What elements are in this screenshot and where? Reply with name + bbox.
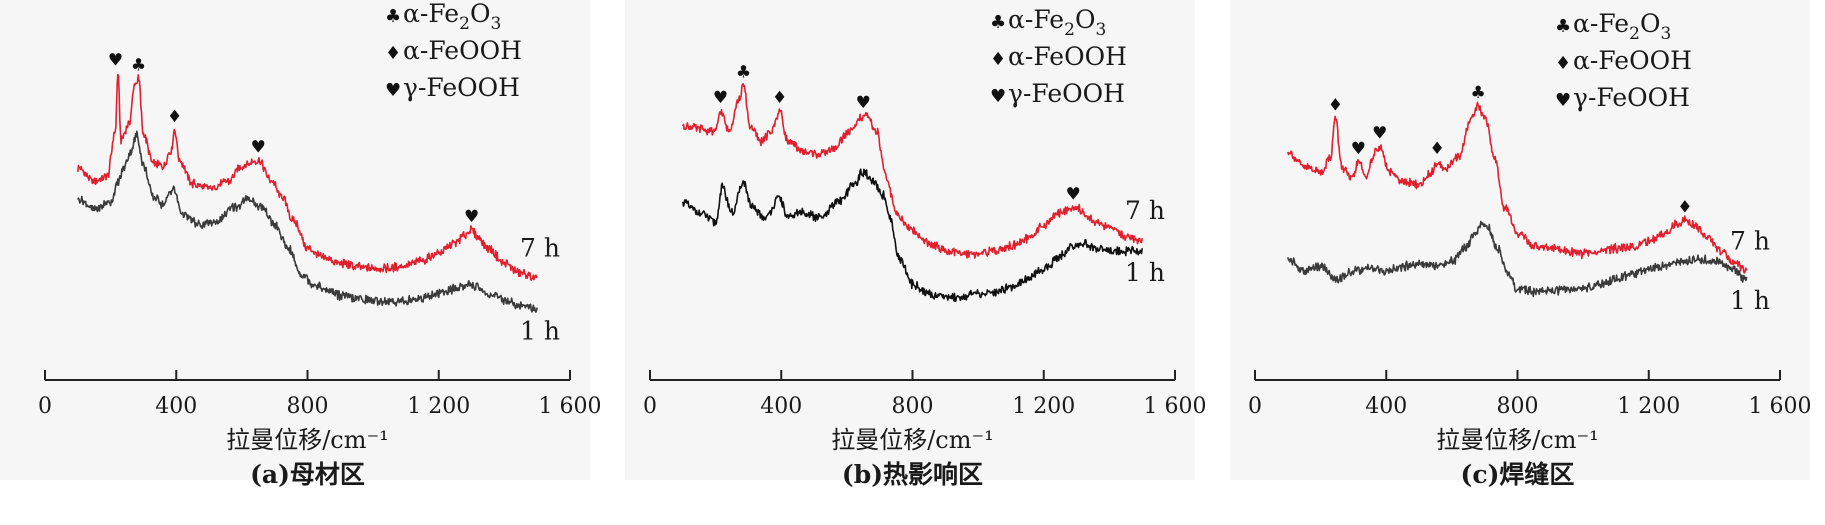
legend-label: α-FeOOH bbox=[403, 36, 522, 65]
x-tick-label: 400 bbox=[1365, 394, 1407, 419]
legend-club-icon: ♣ bbox=[385, 6, 401, 27]
peak-marker: ♣ bbox=[1471, 83, 1486, 103]
legend-diamond-icon: ♦ bbox=[990, 49, 1006, 70]
series-label: 1 h bbox=[1125, 258, 1165, 287]
peak-marker: ♥ bbox=[1372, 124, 1387, 144]
x-tick-label: 400 bbox=[760, 394, 802, 419]
panel-caption: (c)焊缝区 bbox=[1461, 460, 1575, 489]
peak-marker: ♦ bbox=[1677, 197, 1692, 217]
legend-label: γ-FeOOH bbox=[403, 73, 520, 102]
legend-heart-icon: ♥ bbox=[990, 86, 1006, 107]
spectrum-trace-7h bbox=[77, 73, 538, 281]
legend-club-icon: ♣ bbox=[1555, 16, 1571, 37]
x-tick-label: 1 200 bbox=[407, 394, 470, 419]
peak-marker: ♥ bbox=[1066, 185, 1081, 205]
x-tick-label: 1 600 bbox=[1144, 394, 1207, 419]
x-tick-label: 800 bbox=[1497, 394, 1539, 419]
series-label: 1 h bbox=[520, 316, 560, 345]
legend-diamond-icon: ♦ bbox=[1555, 53, 1571, 74]
legend-label: α-Fe2O3 bbox=[403, 0, 501, 34]
series-label: 1 h bbox=[1730, 286, 1770, 315]
x-tick-label: 0 bbox=[1248, 394, 1262, 419]
x-tick-label: 0 bbox=[38, 394, 52, 419]
peak-marker: ♦ bbox=[167, 107, 182, 127]
peak-marker: ♣ bbox=[131, 55, 146, 75]
chart-panel-c: 0 400 800 1 200 1 600 拉曼位移/cm⁻¹ (c)焊缝区 7 h 1 h ♦ ♥… bbox=[1230, 0, 1811, 489]
x-axis-label: 拉曼位移/cm⁻¹ bbox=[226, 426, 389, 454]
x-tick-label: 800 bbox=[892, 394, 934, 419]
spectrum-trace-1h bbox=[682, 168, 1143, 303]
spectrum-trace-1h bbox=[1287, 220, 1748, 298]
peak-marker: ♥ bbox=[713, 88, 728, 108]
legend-label: γ-FeOOH bbox=[1008, 79, 1125, 108]
x-tick-label: 800 bbox=[287, 394, 329, 419]
panel-caption: (b)热影响区 bbox=[842, 460, 983, 489]
peak-marker: ♦ bbox=[1328, 96, 1343, 116]
peak-marker: ♣ bbox=[736, 63, 751, 83]
peak-marker: ♦ bbox=[772, 88, 787, 108]
spectrum-trace-7h bbox=[682, 83, 1143, 259]
peak-marker: ♥ bbox=[464, 207, 479, 227]
legend-label: α-Fe2O3 bbox=[1573, 9, 1671, 44]
peak-marker: ♥ bbox=[108, 50, 123, 70]
peak-marker: ♦ bbox=[1429, 139, 1444, 159]
legend-label: α-FeOOH bbox=[1008, 42, 1127, 71]
x-tick-label: 1 200 bbox=[1617, 394, 1680, 419]
series-label: 7 h bbox=[1730, 226, 1770, 255]
spectrum-trace-1h bbox=[77, 130, 538, 313]
spectrum-trace-7h bbox=[1287, 101, 1748, 274]
chart-panel-b: 0 400 800 1 200 1 600 拉曼位移/cm⁻¹ (b)热影响区 7 h 1 h ♥… bbox=[625, 0, 1206, 489]
legend-heart-icon: ♥ bbox=[1555, 90, 1571, 111]
legend-club-icon: ♣ bbox=[990, 12, 1006, 33]
series-label: 7 h bbox=[1125, 196, 1165, 225]
panel-background bbox=[625, 0, 1195, 480]
chart-panel-a: 0 400 800 1 200 1 600 拉曼位移/cm⁻¹ (a)母材区 7 h 1 h ♥ ♣… bbox=[0, 0, 601, 489]
x-tick-label: 1 200 bbox=[1012, 394, 1075, 419]
panel-caption: (a)母材区 bbox=[250, 460, 365, 489]
series-label: 7 h bbox=[520, 234, 560, 263]
x-tick-label: 1 600 bbox=[1749, 394, 1812, 419]
x-tick-label: 400 bbox=[155, 394, 197, 419]
peak-marker: ♥ bbox=[251, 138, 266, 158]
panel-background bbox=[1230, 0, 1810, 480]
legend-diamond-icon: ♦ bbox=[385, 43, 401, 64]
legend-label: α-FeOOH bbox=[1573, 46, 1692, 75]
panel-background bbox=[0, 0, 590, 480]
peak-marker: ♥ bbox=[856, 93, 871, 113]
x-tick-label: 0 bbox=[643, 394, 657, 419]
x-axis-label: 拉曼位移/cm⁻¹ bbox=[1436, 426, 1599, 454]
legend-label: γ-FeOOH bbox=[1573, 83, 1690, 112]
legend-label: α-Fe2O3 bbox=[1008, 5, 1106, 40]
x-axis-label: 拉曼位移/cm⁻¹ bbox=[831, 426, 994, 454]
x-tick-label: 1 600 bbox=[539, 394, 602, 419]
peak-marker: ♥ bbox=[1351, 139, 1366, 159]
legend-heart-icon: ♥ bbox=[385, 80, 401, 101]
